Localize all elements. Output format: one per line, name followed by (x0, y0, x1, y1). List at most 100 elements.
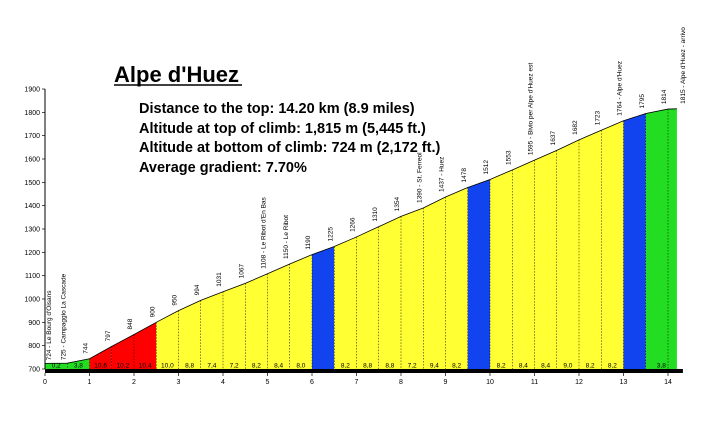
altitude-label-28: 1814 (661, 89, 668, 104)
altitude-label-24: 1682 (572, 120, 579, 135)
x-axis-bar (45, 369, 683, 373)
stat-distance: Distance to the top: 14.20 km (8.9 miles… (139, 101, 415, 117)
x-tick-label-1: 1 (88, 379, 92, 386)
segment-fill-22 (534, 150, 557, 369)
x-tick-label-10: 10 (486, 379, 494, 386)
segment-fill-26 (623, 113, 646, 369)
gradient-label-4: 10,4 (139, 363, 152, 370)
gradient-label-24: 8,2 (586, 363, 595, 370)
segment-fill-15 (378, 216, 401, 369)
gradient-label-15: 8,8 (385, 363, 394, 370)
segment-fill-25 (601, 120, 624, 369)
x-tick-label-13: 13 (620, 379, 628, 386)
segment-fill-4 (134, 322, 157, 369)
y-tick-label-4: 1100 (25, 273, 40, 280)
gradient-label-27: 3,8 (657, 363, 666, 370)
segment-fill-5 (156, 310, 179, 369)
x-tick-label-9: 9 (444, 379, 448, 386)
gradient-label-9: 8,2 (252, 363, 261, 370)
altitude-label-22: 1595 - Bivio per Alpe d'Huez est (528, 63, 535, 155)
segment-fill-9 (245, 273, 268, 369)
altitude-label-15: 1310 (372, 207, 379, 222)
gradient-label-0: 0,2 (52, 363, 61, 370)
altitude-label-1: 725 - Campaggio La Cascade (60, 273, 67, 360)
altitude-label-26: 1764 - Alpe d'Huez (617, 61, 624, 116)
segment-fill-20 (490, 169, 513, 369)
gradient-label-21: 8,4 (519, 363, 528, 370)
segment-fill-16 (401, 208, 424, 369)
x-tick-label-7: 7 (355, 379, 359, 386)
gradient-segment-fills (45, 108, 677, 369)
altitude-label-3: 797 (105, 330, 112, 341)
stat-average-gradient: Average gradient: 7.70% (139, 160, 307, 176)
stat-altitude-top: Altitude at top of climb: 1,815 m (5,445… (139, 121, 426, 137)
segment-fill-23 (556, 139, 579, 369)
gradient-label-6: 8,8 (185, 363, 194, 370)
segment-fill-19 (467, 179, 490, 369)
segment-fill-8 (223, 283, 246, 369)
x-tick-label-2: 2 (132, 379, 136, 386)
y-tick-label-5: 1200 (24, 250, 40, 257)
climb-stats: Distance to the top: 14.20 km (8.9 miles… (139, 101, 440, 176)
x-tick-label-3: 3 (177, 379, 181, 386)
gradient-label-7: 7,4 (207, 363, 216, 370)
altitude-label-20: 1512 (483, 160, 490, 175)
segment-fill-1 (67, 358, 90, 369)
altitude-label-21: 1553 (505, 150, 512, 165)
x-tick-label-8: 8 (399, 379, 403, 386)
y-tick-label-2: 900 (28, 320, 40, 327)
altitude-label-25: 1723 (594, 110, 601, 125)
altitude-label-12: 1190 (305, 235, 312, 249)
altitude-label-6: 950 (172, 294, 179, 305)
x-tick-label-6: 6 (310, 379, 314, 386)
altitude-label-29: 1815 - Alpe d'Huez - arrivo (680, 27, 687, 104)
segment-fill-17 (423, 197, 446, 369)
gradient-label-1: 3,8 (74, 363, 83, 370)
altitude-label-9: 1067 (238, 264, 245, 279)
altitude-labels: 724 - Le Bourg d'Oisans 725 - Campaggio L… (46, 27, 687, 361)
segment-fill-7 (200, 291, 223, 369)
altitude-label-19: 1478 (461, 168, 468, 183)
y-tick-label-12: 1900 (24, 87, 40, 94)
y-tick-label-10: 1700 (24, 133, 40, 140)
altitude-label-5: 900 (149, 306, 156, 317)
altitude-label-7: 994 (194, 284, 201, 295)
profile-line (44, 108, 677, 364)
y-tick-label-9: 1600 (24, 157, 40, 164)
y-tick-label-1: 800 (28, 343, 40, 350)
y-tick-label-0: 700 (28, 367, 40, 374)
x-tick-label-0: 0 (43, 379, 47, 386)
km-dividers (67, 109, 669, 369)
gradient-label-10: 8,4 (274, 363, 283, 370)
y-tick-label-3: 1000 (24, 297, 40, 304)
altitude-label-18: 1437 - Huez (439, 157, 446, 192)
y-tick-label-7: 1400 (24, 203, 40, 210)
gradient-label-13: 8,2 (341, 363, 350, 370)
stat-altitude-bottom: Altitude at bottom of climb: 724 m (2,17… (139, 140, 440, 156)
segment-fill-27 (645, 108, 677, 369)
gradient-label-2: 10,6 (94, 363, 107, 370)
segment-fill-14 (356, 226, 379, 369)
altitude-label-8: 1031 (216, 272, 223, 287)
y-tick-label-8: 1500 (24, 180, 40, 187)
altitude-label-4: 848 (127, 318, 134, 329)
x-tick-label-4: 4 (221, 379, 225, 386)
x-tick-label-12: 12 (575, 379, 583, 386)
x-tick-label-5: 5 (266, 379, 270, 386)
altitude-label-0: 724 - Le Bourg d'Oisans (46, 290, 53, 361)
segment-fill-13 (334, 236, 357, 369)
gradient-label-5: 10,0 (161, 363, 174, 370)
altitude-label-11: 1150 - Le Ribot (283, 215, 290, 259)
segment-fill-3 (111, 334, 134, 369)
y-tick-label-11: 1800 (24, 110, 40, 117)
gradient-label-3: 10,2 (117, 363, 130, 370)
segment-fill-6 (178, 300, 201, 369)
segment-fill-21 (512, 160, 535, 369)
gradient-labels: 0,2 3,8 10,6 10,2 10,4 10,0 8,8 7,4 7,2 8,2 8,4 8,0… (52, 363, 667, 370)
gradient-label-14: 8,8 (363, 363, 372, 370)
gradient-label-8: 7,2 (230, 363, 239, 370)
y-tick-labels: 700 800 900 1000 1100 1200 1300 1400 1500 1600 170… (24, 87, 40, 374)
altitude-label-27: 1795 (639, 94, 646, 109)
y-tick-label-6: 1300 (24, 227, 40, 234)
